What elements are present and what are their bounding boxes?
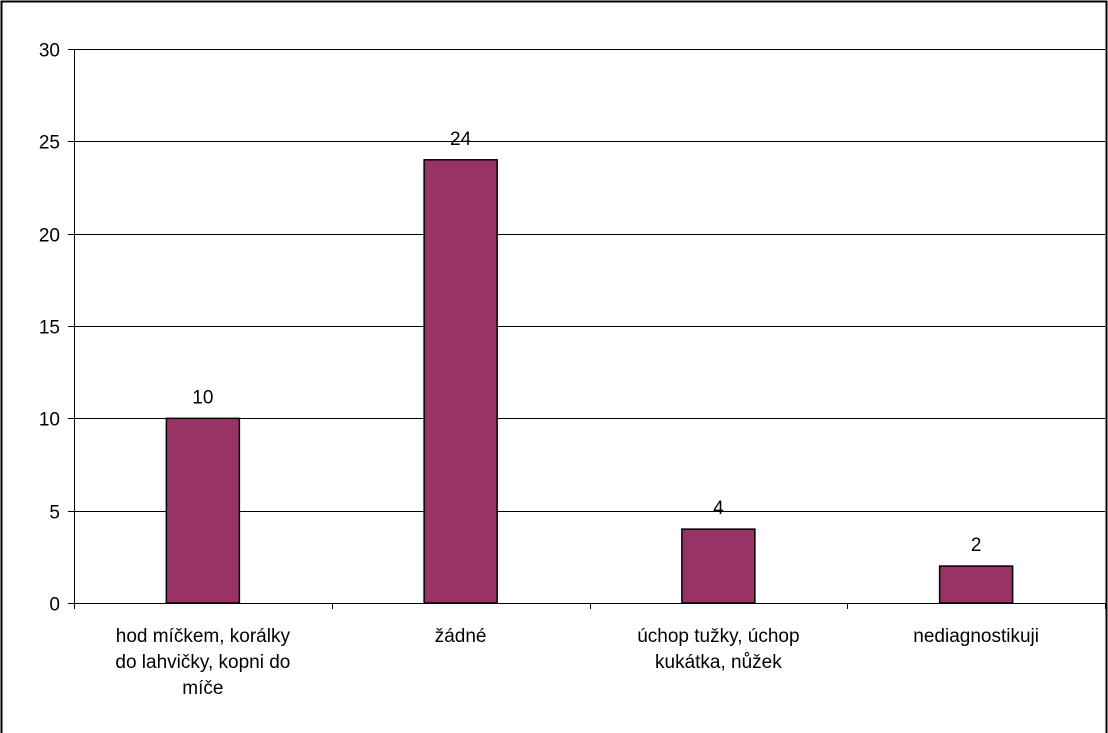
x-category-label: kukátka, nůžek bbox=[655, 652, 782, 673]
x-category-label: úchop tužky, úchop bbox=[637, 626, 799, 647]
gridlines bbox=[74, 49, 1105, 512]
data-label: 10 bbox=[192, 387, 213, 408]
x-category-label: nediagnostikuji bbox=[913, 626, 1039, 647]
labels: 0 5 10 15 20 25 30 10 hod míčkem, korálky do lahv… bbox=[39, 41, 1039, 700]
y-tick-label: 20 bbox=[39, 226, 60, 247]
y-tick-label: 25 bbox=[39, 133, 60, 154]
y-tick-label: 30 bbox=[39, 41, 60, 62]
bar bbox=[938, 565, 1014, 604]
y-tick-label: 5 bbox=[49, 503, 60, 524]
x-category-label: míče bbox=[182, 678, 223, 699]
x-category-label: do lahvičky, kopni do bbox=[115, 652, 290, 673]
y-tick-label: 0 bbox=[49, 595, 60, 616]
bar bbox=[165, 417, 241, 604]
bar bbox=[681, 528, 756, 604]
data-label: 24 bbox=[450, 129, 472, 150]
y-tick-label: 10 bbox=[39, 410, 60, 431]
axes bbox=[68, 49, 1106, 609]
bar bbox=[423, 159, 498, 604]
x-category-label: hod míčkem, korálky bbox=[116, 626, 291, 647]
bars bbox=[165, 159, 1014, 604]
y-tick-label: 15 bbox=[39, 318, 60, 339]
x-category-label: žádné bbox=[435, 626, 487, 647]
data-label: 2 bbox=[971, 535, 982, 556]
data-label: 4 bbox=[713, 498, 724, 519]
